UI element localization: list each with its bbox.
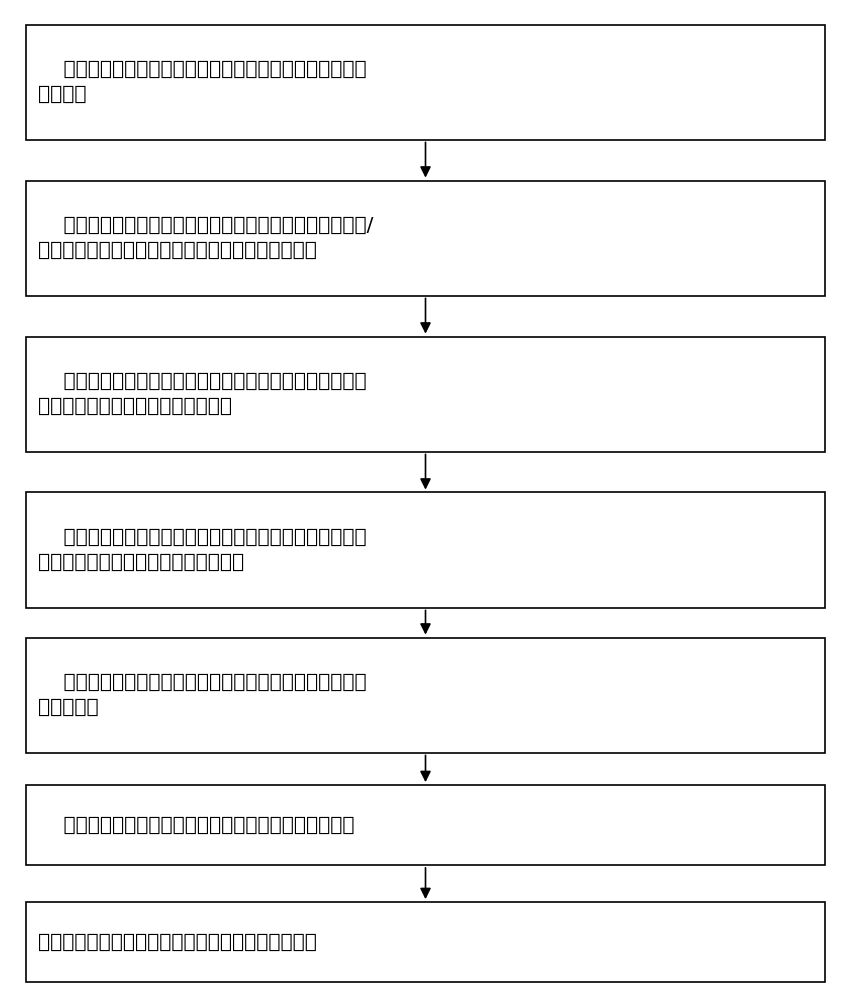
Text: 在所保留的载熔件管体与熔断器负荷侧连接的末端，连接/
引出铜导线，作为接地线与熔断器的接地连接构件；: 在所保留的载熔件管体与熔断器负荷侧连接的末端，连接/ 引出铜导线，作为接地线与熔… [38, 216, 374, 260]
FancyBboxPatch shape [26, 785, 825, 865]
FancyBboxPatch shape [26, 24, 825, 139]
Text: 将报废的单个载熔件管体截断，保留其与负荷侧连接的部
分管体；: 将报废的单个载熔件管体截断，保留其与负荷侧连接的部 分管体； [38, 60, 367, 104]
Text: 将三个上述接地连接构件的铜导线进行短接，构成一组三
个带有公共接地线的接地连接组件；: 将三个上述接地连接构件的铜导线进行短接，构成一组三 个带有公共接地线的接地连接组… [38, 372, 367, 416]
Text: 完成对封闭型喷射式熔断器装置的停电侧接地操作。: 完成对封闭型喷射式熔断器装置的停电侧接地操作。 [38, 932, 317, 952]
Text: 将一组三个的接地连接组件分别依次对应插入三相熔断器
的主体中；: 将一组三个的接地连接组件分别依次对应插入三相熔断器 的主体中； [38, 673, 367, 717]
Text: 在需要对封闭型喷射式熔断器进行接地操作时，将原有的
载熔件管体依次从熔断器主体中拉出；: 在需要对封闭型喷射式熔断器进行接地操作时，将原有的 载熔件管体依次从熔断器主体中… [38, 528, 367, 572]
Text: 将接地连接组件的公共接地线与接地体进行可靠连接；: 将接地连接组件的公共接地线与接地体进行可靠连接； [38, 816, 355, 834]
FancyBboxPatch shape [26, 638, 825, 752]
FancyBboxPatch shape [26, 492, 825, 607]
FancyBboxPatch shape [26, 336, 825, 452]
FancyBboxPatch shape [26, 180, 825, 296]
FancyBboxPatch shape [26, 902, 825, 982]
